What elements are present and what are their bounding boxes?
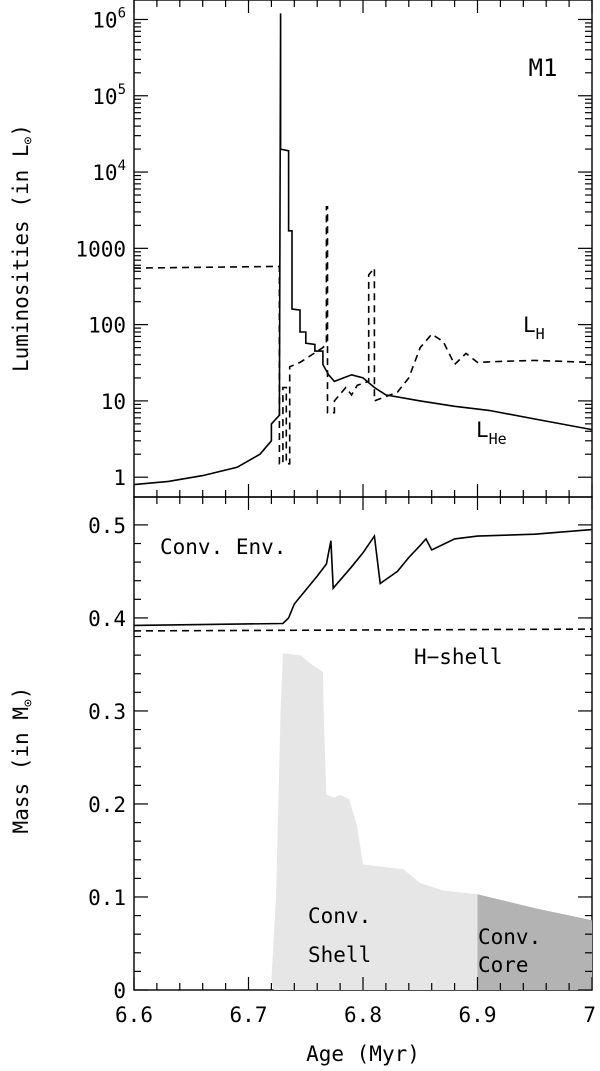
- axis-ticks: [133, 0, 593, 991]
- y-tick-label-bottom: 0: [113, 979, 126, 1003]
- y-tick-label-top: 105: [92, 82, 126, 109]
- conv-shell-label-2: Shell: [308, 943, 371, 967]
- y-tick-label-bottom: 0.5: [88, 514, 126, 538]
- y-tick-label-top: 106: [92, 6, 126, 33]
- h-shell-label: H−shell: [414, 645, 503, 669]
- conv-core-label-2: Core: [478, 953, 529, 977]
- region-conv-shell: [271, 653, 478, 990]
- series-l-he: [133, 13, 593, 486]
- series-l-h: [133, 206, 593, 465]
- y-tick-label-top: 1000: [75, 237, 126, 261]
- conv-core-label-1: Conv.: [478, 925, 541, 949]
- bottom-panel-series: [133, 528, 593, 632]
- y-tick-label-bottom: 0.4: [88, 607, 126, 631]
- x-tick-label: 6.8: [344, 1003, 382, 1027]
- axis-tick-labels: 1 10 100 1000 104 105 106 0 0.1 0.2 0.3 0.4 0.5 6.6 6.…: [75, 6, 596, 1028]
- top-panel-series: [133, 13, 593, 486]
- top-y-axis-title: Luminosities (in L⊙): [9, 124, 36, 372]
- top-panel-frame: [133, 0, 593, 498]
- y-tick-label-top: 1: [113, 466, 126, 490]
- x-tick-label: 6.7: [230, 1003, 268, 1027]
- y-tick-label-bottom: 0.3: [88, 700, 126, 724]
- series-conv-env-: [133, 528, 593, 627]
- x-tick-label: 7: [583, 1003, 596, 1027]
- lh-label: LH: [523, 313, 545, 343]
- model-label: M1: [529, 54, 558, 82]
- y-tick-label-top: 104: [92, 158, 126, 185]
- series-h-shell: [133, 628, 593, 632]
- bottom-y-axis-title: Mass (in M⊙): [9, 687, 36, 834]
- conv-shell-label-1: Conv.: [308, 904, 371, 928]
- y-tick-label-bottom: 0.1: [88, 886, 126, 910]
- conv-env-label: Conv. Env.: [160, 535, 286, 559]
- y-tick-label-bottom: 0.2: [88, 793, 126, 817]
- x-axis-title: Age (Myr): [306, 1042, 420, 1066]
- region-conv-core: [477, 894, 592, 990]
- y-tick-label-top: 10: [101, 390, 126, 414]
- bottom-panel-fills: [271, 653, 592, 990]
- x-tick-label: 6.9: [459, 1003, 497, 1027]
- x-tick-label: 6.6: [115, 1003, 153, 1027]
- y-tick-label-top: 100: [88, 314, 126, 338]
- lhe-label: LHe: [476, 418, 507, 448]
